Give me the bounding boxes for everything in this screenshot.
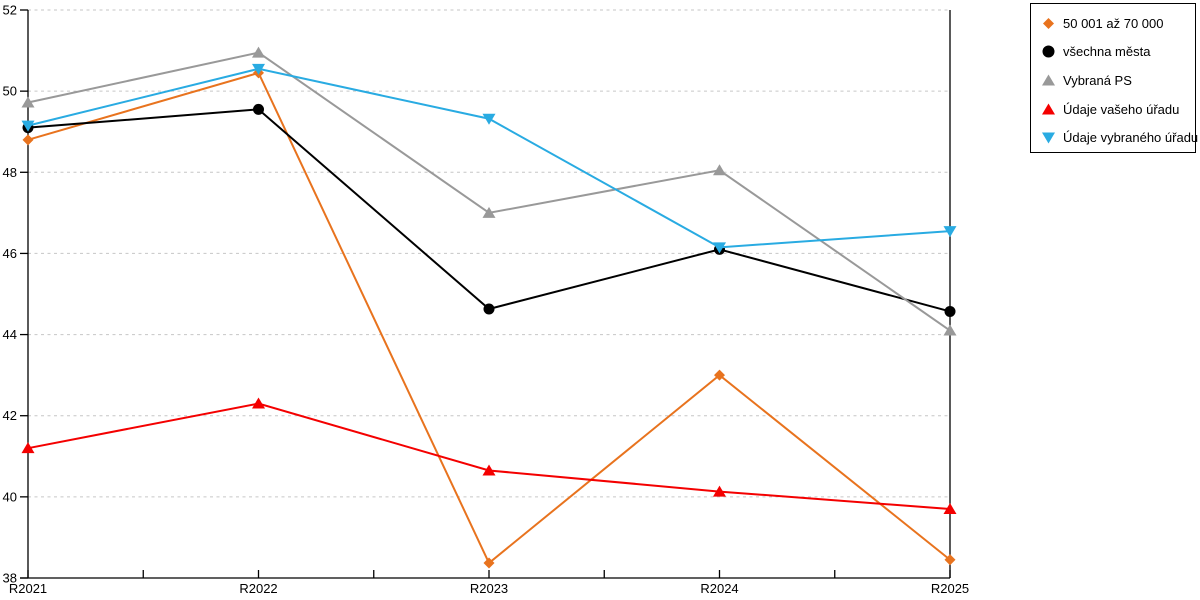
y-tick-label: 50: [3, 84, 17, 99]
triangle-down-icon: [943, 226, 957, 238]
triangle-down-icon: [252, 63, 265, 75]
diamond-icon: [483, 557, 495, 569]
y-tick-label: 40: [3, 489, 17, 504]
triangle-down-icon: [1041, 130, 1056, 145]
triangle-up-icon: [1041, 102, 1056, 117]
legend-label: Vybraná PS: [1063, 72, 1132, 88]
triangle-up-icon: [21, 442, 35, 454]
x-tick-label: R2024: [700, 581, 738, 596]
legend-item: všechna města: [1041, 38, 1195, 66]
legend-item: Údaje vybraného úřadu: [1041, 124, 1199, 152]
series-line: [27, 67, 951, 249]
legend-item: Vybraná PS: [1041, 66, 1195, 94]
legend-label: 50 001 až 70 000: [1063, 15, 1164, 31]
triangle-up-icon: [252, 397, 265, 409]
series-line: [27, 71, 951, 565]
circle-icon: [944, 305, 956, 317]
triangle-up-icon: [252, 46, 265, 58]
triangle-down-icon: [21, 120, 35, 132]
y-tick-label: 44: [3, 327, 17, 342]
y-tick-label: 38: [3, 571, 17, 586]
triangle-up-icon: [21, 96, 35, 108]
diamond-icon: [22, 134, 34, 146]
y-tick-label: 42: [3, 408, 17, 423]
triangle-up-icon: [713, 485, 726, 497]
series-line: [27, 51, 951, 332]
legend-label: Údaje vybraného úřadu: [1063, 130, 1199, 146]
diamond-icon: [944, 554, 956, 566]
legend-item: Údaje vašeho úřadu: [1041, 95, 1195, 123]
series-line: [27, 402, 951, 511]
x-tick-label: R2021: [9, 581, 47, 596]
triangle-up-icon: [482, 206, 496, 218]
diamond-icon: [714, 369, 725, 381]
legend-label: všechna města: [1063, 44, 1151, 60]
triangle-up-icon: [713, 164, 726, 176]
y-tick-label: 52: [3, 3, 17, 18]
legend: 50 001 až 70 000 všechna města Vybraná P…: [1030, 3, 1199, 153]
triangle-up-icon: [482, 464, 496, 476]
y-tick-label: 46: [3, 246, 17, 261]
legend-label: Údaje vašeho úřadu: [1063, 101, 1180, 117]
circle-icon: [1041, 44, 1056, 59]
x-tick-label: R2025: [931, 581, 969, 596]
x-tick-label: R2022: [239, 581, 277, 596]
y-tick-label: 48: [3, 165, 17, 180]
triangle-down-icon: [713, 242, 726, 254]
triangle-up-icon: [943, 324, 957, 336]
triangle-down-icon: [482, 113, 496, 125]
circle-icon: [253, 103, 264, 115]
x-tick-label: R2023: [470, 581, 508, 596]
circle-icon: [483, 303, 495, 315]
triangle-up-icon: [943, 503, 957, 515]
legend-item: 50 001 až 70 000: [1041, 9, 1195, 37]
triangle-up-icon: [1041, 73, 1056, 88]
diamond-icon: [1041, 16, 1056, 31]
